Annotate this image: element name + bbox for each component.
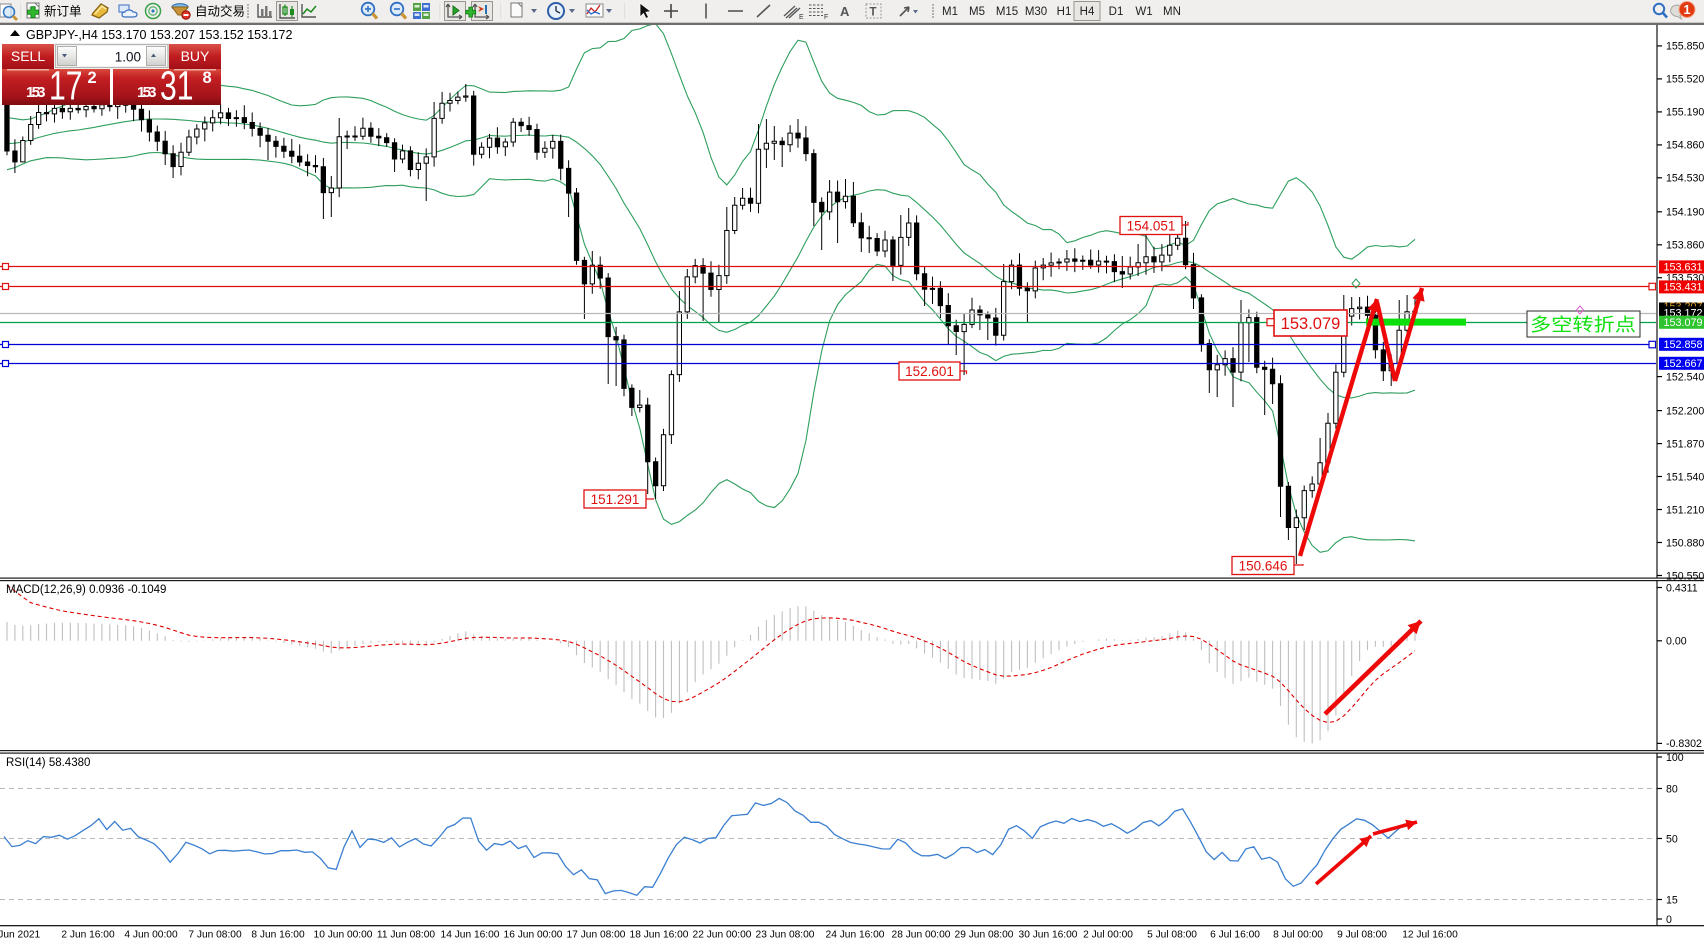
svg-text:E: E <box>799 14 804 21</box>
svg-text:SELL: SELL <box>11 48 45 64</box>
svg-text:A: A <box>840 4 850 19</box>
svg-text:31: 31 <box>160 63 194 109</box>
svg-text:154.530: 154.530 <box>1666 173 1704 185</box>
svg-text:24 Jun 16:00: 24 Jun 16:00 <box>826 930 885 940</box>
svg-text:152.667: 152.667 <box>1664 358 1703 370</box>
svg-text:6 Jul 16:00: 6 Jul 16:00 <box>1210 930 1260 940</box>
svg-text:153: 153 <box>26 84 46 101</box>
svg-text:152.858: 152.858 <box>1664 339 1703 351</box>
svg-text:153.860: 153.860 <box>1666 240 1704 252</box>
svg-text:15: 15 <box>1666 894 1678 906</box>
svg-text:29 Jun 08:00: 29 Jun 08:00 <box>955 930 1014 940</box>
svg-text:150.646: 150.646 <box>1239 558 1288 573</box>
svg-text:0: 0 <box>1666 914 1672 926</box>
svg-text:M5: M5 <box>969 6 985 18</box>
svg-text:F: F <box>824 14 828 21</box>
svg-text:152.540: 152.540 <box>1666 371 1704 383</box>
svg-text:8 Jun 16:00: 8 Jun 16:00 <box>251 930 305 940</box>
svg-text:MN: MN <box>1163 6 1181 18</box>
svg-text:W1: W1 <box>1135 6 1152 18</box>
svg-text:M30: M30 <box>1025 6 1047 18</box>
svg-text:12 Jul 16:00: 12 Jul 16:00 <box>1402 930 1458 940</box>
svg-text:自动交易: 自动交易 <box>195 4 245 19</box>
svg-text:8: 8 <box>203 69 212 87</box>
svg-text:151.540: 151.540 <box>1666 471 1704 483</box>
svg-text:10 Jun 00:00: 10 Jun 00:00 <box>314 930 373 940</box>
svg-text:153.631: 153.631 <box>1664 262 1703 274</box>
svg-text:153.079: 153.079 <box>1281 315 1341 333</box>
svg-text:新订单: 新订单 <box>44 4 82 19</box>
svg-text:155.190: 155.190 <box>1666 107 1704 119</box>
svg-text:1.00: 1.00 <box>115 50 141 65</box>
svg-text:17: 17 <box>49 63 83 109</box>
svg-text:80: 80 <box>1666 783 1678 795</box>
svg-text:151.291: 151.291 <box>591 492 640 507</box>
svg-text:2 Jun 16:00: 2 Jun 16:00 <box>61 930 115 940</box>
svg-text:2 Jul 00:00: 2 Jul 00:00 <box>1083 930 1133 940</box>
svg-text:GBPJPY-,H4 153.170 153.207 15: GBPJPY-,H4 153.170 153.207 153.152 153.1… <box>26 28 292 42</box>
svg-text:H1: H1 <box>1057 6 1072 18</box>
svg-text:154.860: 154.860 <box>1666 140 1704 152</box>
svg-text:153.079: 153.079 <box>1664 317 1703 329</box>
svg-text:9 Jul 08:00: 9 Jul 08:00 <box>1337 930 1387 940</box>
svg-text:M1: M1 <box>942 6 958 18</box>
svg-text:H4: H4 <box>1080 6 1095 18</box>
svg-text:155.850: 155.850 <box>1666 41 1704 53</box>
svg-text:23 Jun 08:00: 23 Jun 08:00 <box>756 930 815 940</box>
svg-text:T: T <box>870 7 877 19</box>
svg-text:151.210: 151.210 <box>1666 504 1704 516</box>
svg-text:1 Jun 2021: 1 Jun 2021 <box>0 930 41 940</box>
svg-text:50: 50 <box>1666 833 1678 845</box>
svg-text:11 Jun 08:00: 11 Jun 08:00 <box>377 930 435 940</box>
svg-text:0.4311: 0.4311 <box>1666 582 1698 594</box>
svg-text:0.00: 0.00 <box>1666 636 1687 648</box>
svg-text:2: 2 <box>88 69 97 87</box>
svg-text:18 Jun 16:00: 18 Jun 16:00 <box>630 930 689 940</box>
svg-text:152.601: 152.601 <box>905 364 954 379</box>
svg-text:155.520: 155.520 <box>1666 74 1704 86</box>
svg-text:16 Jun 00:00: 16 Jun 00:00 <box>504 930 563 940</box>
svg-text:154.051: 154.051 <box>1127 218 1176 233</box>
svg-text:4 Jun 00:00: 4 Jun 00:00 <box>124 930 178 940</box>
svg-text:8 Jul 00:00: 8 Jul 00:00 <box>1273 930 1323 940</box>
svg-text:151.870: 151.870 <box>1666 438 1704 450</box>
svg-text:30 Jun 16:00: 30 Jun 16:00 <box>1019 930 1078 940</box>
svg-text:154.190: 154.190 <box>1666 207 1704 219</box>
svg-text:7 Jun 08:00: 7 Jun 08:00 <box>188 930 242 940</box>
svg-text:RSI(14) 58.4380: RSI(14) 58.4380 <box>6 757 90 769</box>
svg-text:14 Jun 16:00: 14 Jun 16:00 <box>441 930 500 940</box>
svg-text:152.200: 152.200 <box>1666 405 1704 417</box>
svg-text:1: 1 <box>1684 3 1691 17</box>
svg-text:153.431: 153.431 <box>1664 282 1703 294</box>
svg-text:28 Jun 00:00: 28 Jun 00:00 <box>892 930 951 940</box>
svg-text:D1: D1 <box>1109 6 1124 18</box>
svg-text:150.880: 150.880 <box>1666 537 1704 549</box>
svg-text:150.550: 150.550 <box>1666 570 1704 582</box>
svg-text:多空转折点: 多空转折点 <box>1530 315 1636 335</box>
svg-text:-0.8302: -0.8302 <box>1666 738 1702 750</box>
svg-text:17 Jun 08:00: 17 Jun 08:00 <box>567 930 626 940</box>
svg-text:BUY: BUY <box>181 48 210 64</box>
svg-text:M15: M15 <box>996 6 1018 18</box>
svg-text:100: 100 <box>1666 752 1684 764</box>
svg-text:153: 153 <box>137 84 157 101</box>
svg-text:5 Jul 08:00: 5 Jul 08:00 <box>1147 930 1197 940</box>
svg-text:MACD(12,26,9) 0.0936 -0.1049: MACD(12,26,9) 0.0936 -0.1049 <box>6 584 166 596</box>
svg-text:22 Jun 00:00: 22 Jun 00:00 <box>693 930 752 940</box>
